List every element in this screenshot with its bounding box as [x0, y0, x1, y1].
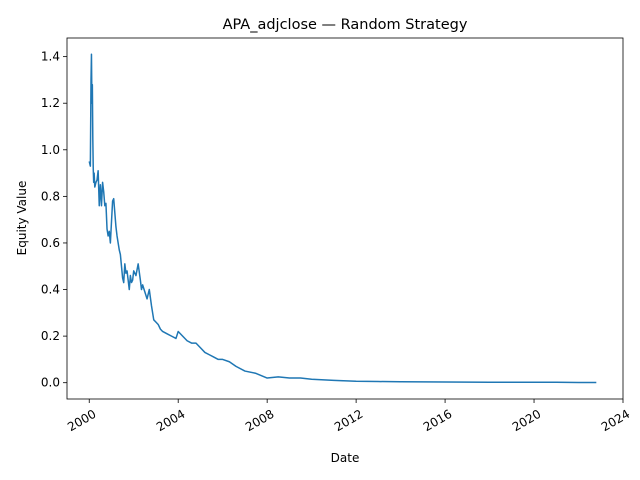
x-axis-title: Date — [331, 451, 360, 465]
chart-title: APA_adjclose — Random Strategy — [223, 17, 468, 33]
y-tick-label: 1.4 — [41, 50, 60, 64]
y-tick-label: 0.2 — [41, 329, 60, 343]
y-tick-label: 1.0 — [41, 143, 60, 157]
y-tick-label: 0.6 — [41, 236, 60, 250]
y-tick-label: 1.2 — [41, 96, 60, 110]
equity-series-line — [88, 53, 597, 384]
plot-area — [88, 53, 597, 384]
plot-frame — [66, 37, 624, 400]
y-axis-title: Equity Value — [15, 181, 29, 256]
y-tick-label: 0.8 — [41, 189, 60, 203]
y-tick-label: 0.4 — [41, 283, 60, 297]
y-tick-label: 0.0 — [41, 376, 60, 390]
y-axis: 0.0 0.2 0.4 0.6 0.8 1.0 1.2 1.4 — [41, 50, 67, 390]
